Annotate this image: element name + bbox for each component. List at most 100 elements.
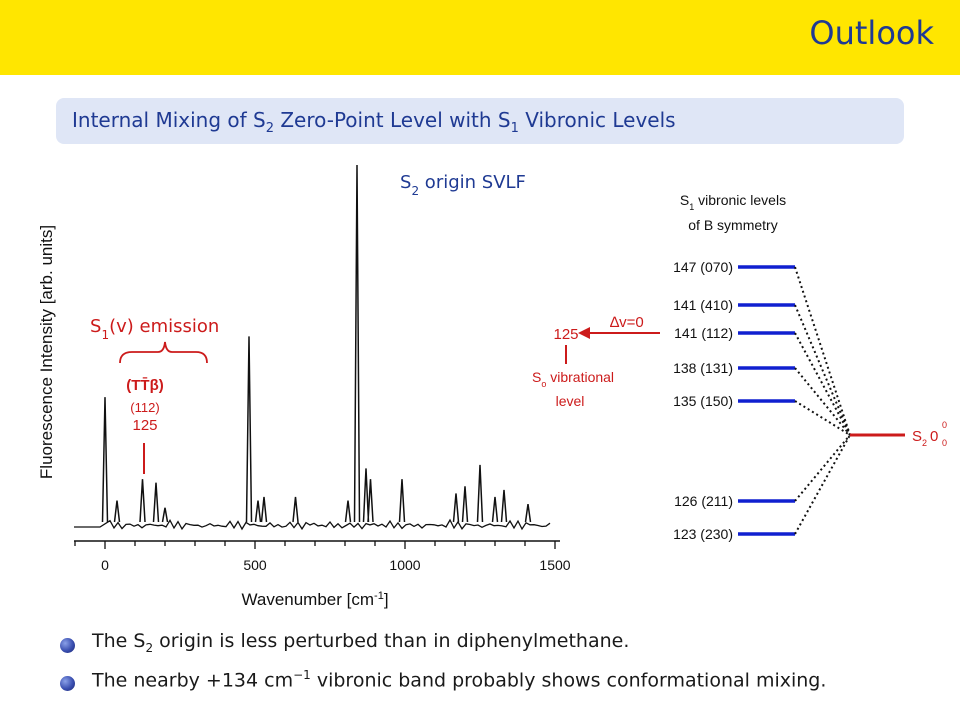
s2-origin-label: S2 origin SVLF	[400, 172, 526, 198]
s0-label-sub: o	[541, 379, 546, 389]
subtitle-middle: Zero-Point Level with S	[273, 108, 511, 132]
bullet-1-prefix: The S	[92, 630, 146, 652]
spectrum-baseline	[74, 518, 551, 531]
level-title-suffix: vibronic levels	[694, 192, 786, 208]
s0-label-prefix: S	[532, 369, 541, 385]
s2-level-sub2: 0	[942, 438, 947, 448]
bullet-text: The S2 origin is less perturbed than in …	[92, 630, 629, 655]
subtitle-text: Internal Mixing of S2 Zero-Point Level w…	[72, 108, 676, 136]
spectrum-peak	[152, 482, 160, 523]
bullet-dot-icon	[60, 676, 75, 691]
level-diagram-title-line1: S1 vibronic levels	[680, 192, 786, 212]
spectrum-peak	[452, 493, 460, 523]
s2-origin-sub: 2	[411, 184, 419, 198]
peak-assignment-line2: (112)	[130, 400, 159, 415]
vibronic-level-label: 141 (112)	[674, 325, 733, 341]
spectrum-peak	[524, 503, 532, 523]
mixing-connector	[794, 434, 851, 535]
spectrum-peak	[344, 500, 352, 523]
s2-level-sub: 2	[922, 438, 927, 448]
x-axis-label-sup: -1	[374, 590, 384, 602]
spectrum-peak	[491, 496, 499, 523]
s0-level-label-line1: So vibrational	[532, 369, 614, 389]
delta-v-arrowhead	[578, 327, 590, 339]
s0-level-label-line2: level	[556, 393, 585, 409]
spectrum-peak	[500, 489, 508, 523]
level-title-sub: 1	[689, 202, 694, 212]
s2-level-sup: 0	[942, 420, 947, 430]
mixing-connector	[794, 367, 851, 436]
subtitle-suffix: Vibronic Levels	[518, 108, 676, 132]
spectrum-peak	[292, 496, 299, 523]
x-axis-label-main: Wavenumber [cm	[241, 590, 374, 609]
bullet-item: The nearby +134 cm−1 vibronic band proba…	[60, 666, 950, 704]
spectrum-peak	[161, 507, 169, 523]
vibronic-level-label: 123 (230)	[673, 526, 733, 542]
peak-assignment-line3: 125	[132, 417, 157, 434]
vibronic-level-label: 135 (150)	[673, 393, 733, 409]
bullet-2-suffix: vibronic band probably shows conformatio…	[310, 669, 827, 692]
subtitle-sub1: 2	[265, 121, 274, 136]
bullet-2-sup: −1	[293, 668, 311, 682]
s1-emission-prefix: S	[90, 316, 101, 337]
s0-label-suffix: vibrational	[546, 369, 614, 385]
spectrum-peak	[245, 336, 253, 523]
spectrum-peak	[398, 479, 406, 523]
s2-origin-level-label: S2 0	[912, 428, 938, 448]
spectrum-peak	[367, 479, 374, 523]
mixing-connector	[794, 400, 851, 436]
bullet-text: The nearby +134 cm−1 vibronic band proba…	[92, 668, 826, 691]
spectrum-peak	[362, 468, 370, 523]
bullet-dot-icon	[60, 638, 75, 653]
subtitle-prefix: Internal Mixing of S	[72, 108, 266, 132]
s2-level-prefix: S	[912, 428, 922, 445]
bullet-1-sub: 2	[145, 640, 154, 655]
vibronic-levels: 147 (070) 141 (410) 141 (112) 138 (131) 135 …	[673, 259, 851, 542]
spectrum-peak	[461, 486, 469, 523]
spectrum-peak	[476, 464, 484, 523]
bullet-2-prefix: The nearby +134 cm	[92, 669, 294, 692]
spectrum-peak	[113, 500, 121, 523]
y-axis-label: Fluorescence Intensity [arb. units]	[37, 225, 56, 479]
spectrum-peak	[139, 479, 146, 523]
spectrum-peak	[260, 496, 268, 523]
level-title-prefix: S	[680, 192, 689, 208]
mixing-connector	[794, 332, 851, 436]
spectrum-peak	[353, 164, 361, 523]
slide-title: Outlook	[809, 14, 934, 52]
subtitle-sub2: 1	[510, 121, 519, 136]
mixing-connector	[794, 434, 851, 502]
x-tick-label: 1500	[539, 557, 570, 573]
x-tick-label: 500	[243, 557, 267, 573]
s1-emission-suffix: (v) emission	[109, 316, 219, 337]
s0-level-value: 125	[553, 326, 578, 343]
s2-origin-suffix: origin SVLF	[419, 172, 526, 193]
x-axis-ticks: 0 500 1000 1500	[74, 541, 571, 573]
bullet-1-suffix: origin is less perturbed than in dipheny…	[153, 630, 630, 652]
s2-level-zero: 0	[930, 428, 938, 445]
header-band	[0, 0, 960, 75]
spectrum-peaks	[101, 164, 532, 523]
s1-emission-label: S1(v) emission	[90, 316, 219, 342]
vibronic-level-label: 141 (410)	[673, 297, 733, 313]
x-tick-label: 0	[101, 557, 109, 573]
x-axis-label-end: ]	[384, 590, 389, 609]
vibronic-level-label: 126 (211)	[674, 493, 733, 509]
vibronic-level-label: 147 (070)	[673, 259, 733, 275]
bullet-item: The S2 origin is less perturbed than in …	[60, 628, 950, 666]
x-tick-label: 1000	[389, 557, 420, 573]
s2-origin-prefix: S	[400, 172, 411, 193]
bullet-list: The S2 origin is less perturbed than in …	[60, 628, 950, 704]
vibronic-level-label: 138 (131)	[673, 360, 733, 376]
spectrum-figure: Fluorescence Intensity [arb. units] 0 500…	[37, 164, 947, 609]
level-diagram-title-line2: of B symmetry	[688, 217, 777, 233]
peak-assignment-line1: (TT̄β)	[126, 376, 163, 394]
s1-emission-brace	[119, 341, 208, 364]
subtitle-box: Internal Mixing of S2 Zero-Point Level w…	[56, 98, 904, 144]
spectrum-peak	[254, 500, 262, 523]
mixing-connector	[794, 266, 851, 436]
spectrum-peak	[101, 397, 109, 523]
x-axis-label: Wavenumber [cm-1]	[241, 590, 388, 609]
mixing-connector	[794, 304, 851, 436]
delta-v-label: ∆v=0	[610, 314, 644, 331]
